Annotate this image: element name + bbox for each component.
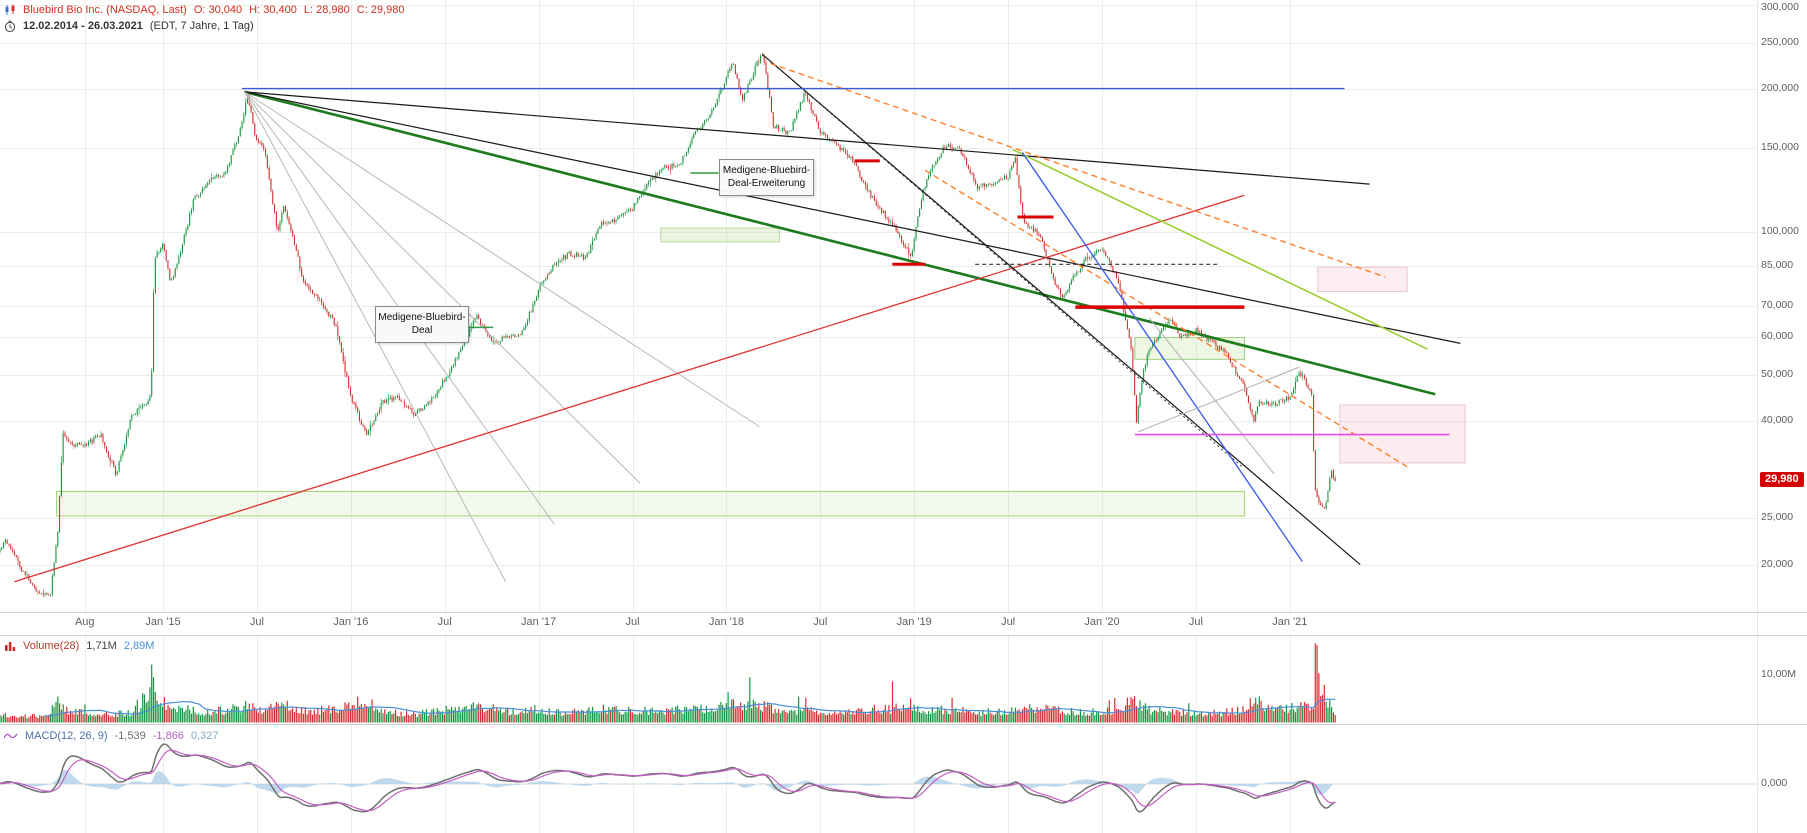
time-axis-label: Aug bbox=[74, 616, 95, 628]
price-axis-label: 85,000 bbox=[1761, 258, 1794, 271]
date-range: 12.02.2014 - 26.03.2021 bbox=[23, 20, 143, 32]
volume-ma-line[interactable] bbox=[45, 698, 1336, 717]
volume-axis-label: 10,00M bbox=[1761, 668, 1797, 681]
macd-panel bbox=[0, 743, 1757, 813]
trendline[interactable] bbox=[243, 91, 507, 583]
zone-box[interactable] bbox=[660, 227, 781, 243]
annotation-text-line1: Medigene-Bluebird- bbox=[722, 165, 811, 177]
trendline[interactable] bbox=[1012, 148, 1428, 350]
annotation-callout[interactable]: Medigene-Bluebird- Deal bbox=[375, 305, 469, 343]
last-price-badge: 29,980 bbox=[1760, 472, 1804, 488]
time-axis-strip[interactable] bbox=[0, 613, 1757, 635]
time-axis-label: Jul bbox=[625, 616, 640, 628]
trendline[interactable] bbox=[762, 53, 1361, 566]
high-value: H: 30,400 bbox=[249, 4, 297, 16]
trendline[interactable] bbox=[1148, 317, 1275, 475]
time-axis-label: Jan '20 bbox=[1084, 616, 1120, 628]
price-axis-label: 150,000 bbox=[1761, 141, 1799, 154]
macd-signal-value: -1,866 bbox=[152, 730, 184, 742]
trendline[interactable] bbox=[1137, 366, 1300, 433]
volume-legend[interactable]: Volume(28) 1,71M 2,89M bbox=[4, 639, 154, 653]
time-axis-label: Jan '16 bbox=[333, 616, 369, 628]
price-axis-label: 300,000 bbox=[1761, 1, 1799, 13]
clock-icon bbox=[4, 20, 16, 33]
trendline[interactable] bbox=[244, 91, 1461, 344]
macd-indicator-label: MACD(12, 26, 9) bbox=[25, 730, 108, 742]
annotation-callout[interactable]: Medigene-Bluebird- Deal-Erweiterung bbox=[718, 159, 815, 196]
trendline[interactable] bbox=[244, 91, 1370, 185]
trendline[interactable] bbox=[924, 169, 1408, 468]
time-axis-label: Jul bbox=[437, 616, 452, 628]
gridlines bbox=[0, 0, 1757, 833]
price-axis-label: 60,000 bbox=[1761, 330, 1794, 343]
close-value: C: 29,980 bbox=[356, 4, 405, 16]
trendline[interactable] bbox=[244, 91, 641, 484]
time-axis-label: Jul bbox=[813, 616, 828, 628]
trendline[interactable] bbox=[1021, 151, 1303, 562]
price-axis-label: 250,000 bbox=[1761, 35, 1799, 48]
time-axis-label: Jan '15 bbox=[145, 616, 181, 628]
low-value: L: 28,980 bbox=[303, 4, 350, 16]
zone-box[interactable] bbox=[1317, 266, 1408, 292]
price-axis-label: 70,000 bbox=[1761, 298, 1794, 311]
price-axis-label: 200,000 bbox=[1761, 81, 1799, 94]
time-axis-label: Jan '18 bbox=[708, 616, 744, 628]
trendline[interactable] bbox=[244, 90, 1436, 396]
date-range-legend: 12.02.2014 - 26.03.2021 (EDT, 7 Jahre, 1… bbox=[4, 19, 254, 33]
signal-line[interactable] bbox=[0, 749, 1336, 812]
down-volume-bars bbox=[6, 643, 1336, 723]
annotation-text-line2: Deal bbox=[411, 325, 433, 337]
time-axis-label: Jan '19 bbox=[896, 616, 932, 628]
annotation-text-line2: Deal-Erweiterung bbox=[727, 178, 806, 190]
time-axis-label: Jan '17 bbox=[521, 616, 557, 628]
annotation-text-line1: Medigene-Bluebird- bbox=[378, 312, 466, 324]
price-axis-label: 40,000 bbox=[1761, 414, 1794, 427]
macd-histogram-value: 0,327 bbox=[190, 730, 219, 742]
price-axis-label: 100,000 bbox=[1761, 224, 1799, 237]
volume-panel bbox=[0, 643, 1336, 723]
candlestick-icon bbox=[4, 4, 16, 16]
open-value: O: 30,040 bbox=[193, 4, 243, 16]
volume-average-value: 2,89M bbox=[123, 640, 155, 652]
range-details: (EDT, 7 Jahre, 1 Tag) bbox=[149, 20, 254, 32]
time-axis-label: Jul bbox=[1188, 616, 1203, 628]
time-axis-label: Jul bbox=[249, 616, 264, 628]
time-axis-label: Jul bbox=[1001, 616, 1016, 628]
volume-bars-icon bbox=[4, 641, 16, 651]
price-axis-label: 50,000 bbox=[1761, 368, 1794, 381]
zone-box[interactable] bbox=[56, 490, 1245, 517]
up-volume-bars bbox=[0, 664, 1333, 723]
time-axis-label: Jan '21 bbox=[1272, 616, 1308, 628]
macd-value: -1,539 bbox=[114, 730, 146, 742]
instrument-legend[interactable]: Bluebird Bio Inc. (NASDAQ, Last) O: 30,0… bbox=[4, 3, 404, 17]
instrument-title: Bluebird Bio Inc. (NASDAQ, Last) bbox=[23, 4, 187, 16]
volume-indicator-label: Volume(28) bbox=[23, 640, 80, 652]
main-plot bbox=[0, 53, 1466, 598]
trendline[interactable] bbox=[769, 62, 1386, 278]
trendline[interactable] bbox=[244, 91, 760, 427]
trendline[interactable] bbox=[14, 194, 1245, 583]
zone-box[interactable] bbox=[1134, 337, 1246, 360]
macd-line-icon bbox=[4, 731, 18, 741]
price-axis-label: 20,000 bbox=[1761, 557, 1794, 570]
macd-axis-label: 0,000 bbox=[1761, 777, 1788, 789]
price-axis-label: 25,000 bbox=[1761, 511, 1794, 524]
volume-current-value: 1,71M bbox=[86, 640, 117, 652]
macd-legend[interactable]: MACD(12, 26, 9) -1,539 -1,866 0,327 bbox=[4, 729, 218, 743]
